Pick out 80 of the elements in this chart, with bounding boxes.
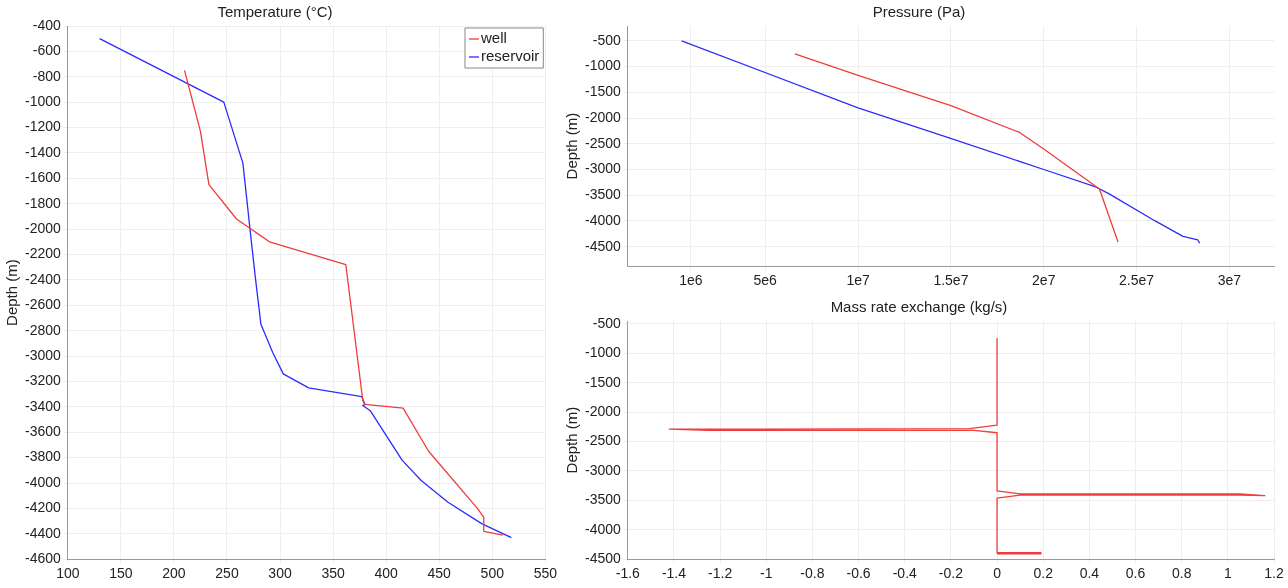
y-tick-label: -1000 [584, 57, 622, 74]
x-tick-label: 500 [480, 565, 505, 582]
y-tick-label: -4600 [24, 550, 62, 567]
y-tick-label: -4000 [24, 473, 62, 490]
x-tick-label: -0.6 [846, 565, 871, 582]
y-axis-title: Depth (m) [563, 406, 581, 474]
x-tick-label: -0.8 [800, 565, 825, 582]
y-tick-label: -2400 [24, 270, 62, 287]
y-tick-label: -3400 [24, 397, 62, 414]
x-tick-label: 550 [533, 565, 558, 582]
x-tick-label: 400 [374, 565, 399, 582]
x-tick-label: 1.2 [1264, 565, 1284, 582]
y-tick-label: -1500 [584, 83, 622, 100]
y-tick-label: -2000 [24, 219, 62, 236]
y-tick-label: -500 [592, 31, 622, 48]
y-tick-label: -3200 [24, 372, 62, 389]
x-tick-label: 100 [56, 565, 80, 582]
x-tick-label: 1e6 [679, 272, 703, 289]
x-tick-label: 2.5e7 [1119, 272, 1155, 289]
x-tick-label: 1 [1223, 565, 1232, 582]
legend-label: well [479, 29, 507, 47]
x-tick-label: -1.6 [615, 565, 641, 582]
y-tick-label: -1000 [584, 344, 622, 361]
legend-label: reservoir [480, 47, 540, 65]
x-tick-label: 150 [109, 565, 133, 582]
x-tick-label: 0 [993, 565, 1002, 582]
y-tick-label: -2200 [24, 245, 62, 262]
y-tick-label: -2500 [584, 134, 622, 151]
chart-title: Pressure (Pa) [872, 3, 966, 21]
y-tick-label: -2600 [24, 296, 62, 313]
y-tick-label: -2500 [584, 432, 622, 449]
x-tick-label: -0.4 [892, 565, 918, 582]
y-tick-label: -4400 [24, 524, 62, 541]
y-tick-label: -1600 [24, 169, 62, 186]
x-tick-label: 350 [321, 565, 345, 582]
y-tick-label: -3000 [584, 160, 622, 177]
x-tick-label: -1.2 [708, 565, 733, 582]
x-tick-label: 450 [427, 565, 452, 582]
y-tick-label: -1000 [24, 93, 62, 110]
y-tick-label: -4000 [584, 520, 622, 537]
x-tick-label: 1e7 [846, 272, 870, 289]
x-tick-label: 0.2 [1033, 565, 1054, 582]
x-tick-label: 5e6 [753, 272, 778, 289]
x-tick-label: 0.8 [1171, 565, 1192, 582]
x-tick-label: -0.2 [938, 565, 964, 582]
y-tick-label: -3800 [24, 448, 62, 465]
y-tick-label: -3500 [584, 186, 622, 203]
y-tick-label: -3000 [584, 461, 622, 478]
y-tick-label: -4500 [584, 550, 622, 567]
y-tick-label: -4500 [584, 237, 622, 254]
x-tick-label: -1.4 [661, 565, 687, 582]
y-axis-title: Depth (m) [563, 112, 581, 180]
y-tick-label: -400 [32, 16, 62, 33]
y-tick-label: -2800 [24, 321, 62, 338]
y-tick-label: -1400 [24, 143, 62, 160]
x-tick-label: 0.4 [1079, 565, 1100, 582]
x-tick-label: 3e7 [1217, 272, 1242, 289]
x-tick-label: 2e7 [1032, 272, 1056, 289]
y-tick-label: -3600 [24, 423, 62, 440]
y-tick-label: -1500 [584, 373, 622, 390]
y-tick-label: -500 [592, 314, 622, 331]
x-tick-label: 300 [268, 565, 292, 582]
y-tick-label: -1200 [24, 118, 62, 135]
x-tick-label: 1.5e7 [933, 272, 969, 289]
y-tick-label: -4200 [24, 499, 62, 516]
chart-title: Temperature (°C) [217, 3, 333, 21]
x-tick-label: 250 [215, 565, 239, 582]
x-tick-label: 0.6 [1125, 565, 1146, 582]
x-tick-label: 200 [162, 565, 186, 582]
x-tick-label: -1 [760, 565, 773, 582]
y-tick-label: -3500 [584, 491, 622, 508]
y-tick-label: -2000 [584, 403, 622, 420]
y-tick-label: -800 [32, 67, 62, 84]
y-tick-label: -3000 [24, 346, 62, 363]
y-tick-label: -1800 [24, 194, 62, 211]
y-tick-label: -4000 [584, 211, 622, 228]
y-tick-label: -600 [32, 42, 62, 59]
y-axis-title: Depth (m) [3, 259, 21, 326]
y-tick-label: -2000 [584, 108, 622, 125]
chart-title: Mass rate exchange (kg/s) [830, 298, 1008, 316]
